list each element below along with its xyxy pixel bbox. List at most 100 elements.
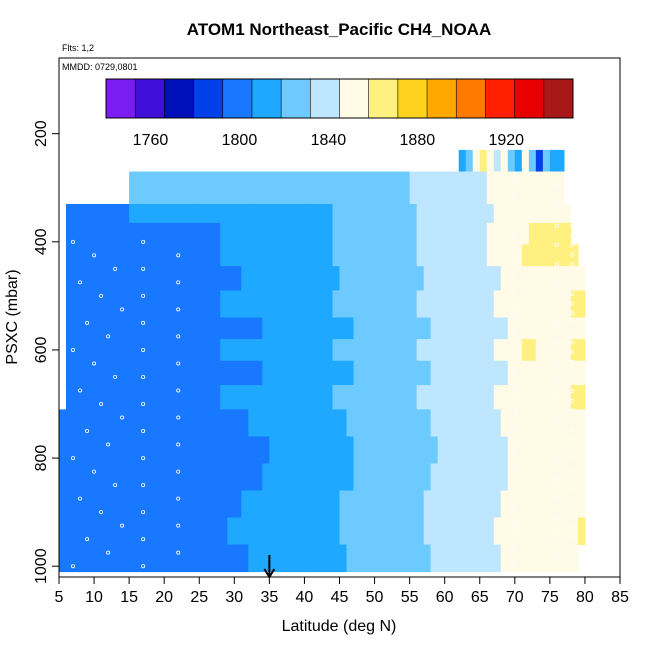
heat-cell <box>339 339 348 362</box>
heat-cell <box>290 360 299 386</box>
heat-cell <box>514 266 523 291</box>
heat-cell <box>150 463 158 491</box>
sample-point <box>570 496 575 501</box>
heat-cell <box>388 244 397 267</box>
heat-cell <box>164 290 172 318</box>
heat-cell <box>87 544 95 573</box>
heat-cell <box>360 360 369 386</box>
heat-cell <box>402 266 411 291</box>
heat-cell <box>87 463 95 491</box>
heat-cell <box>262 187 270 205</box>
heat-cell <box>535 149 544 173</box>
heat-cell <box>185 171 193 189</box>
heat-cell <box>227 517 235 546</box>
heat-cell <box>262 244 270 267</box>
heat-cell <box>395 203 404 224</box>
heat-cell <box>129 266 137 291</box>
heat-cell <box>87 409 95 437</box>
heat-cell <box>521 360 530 386</box>
heat-cell <box>115 490 123 519</box>
heat-cell <box>234 171 242 189</box>
arrow-head <box>263 568 276 579</box>
heat-cell <box>164 244 172 267</box>
heat-cell <box>374 317 383 340</box>
heat-cell <box>297 360 306 386</box>
heat-cell <box>262 490 270 519</box>
heat-cell <box>556 463 565 491</box>
heat-cell <box>248 409 256 437</box>
heat-cell <box>360 339 369 362</box>
heat-cell <box>115 266 123 291</box>
heat-cell <box>437 360 446 386</box>
heat-cell <box>521 409 530 437</box>
heat-cell <box>213 244 221 267</box>
heat-cell <box>514 290 523 318</box>
heat-cell <box>115 317 123 340</box>
heat-cell <box>108 290 116 318</box>
heat-cell <box>563 385 572 410</box>
heat-cell <box>458 463 467 491</box>
heat-cell <box>318 490 327 519</box>
heat-cell <box>528 490 537 519</box>
heat-cell <box>255 544 263 573</box>
heat-cell <box>409 171 418 189</box>
heat-cell <box>444 360 453 386</box>
heat-cell <box>73 544 81 573</box>
heat-cell <box>185 436 193 464</box>
heat-cell <box>360 290 369 318</box>
heat-cell <box>213 222 221 246</box>
heat-cell <box>430 244 439 267</box>
heat-cell <box>241 517 249 546</box>
sample-point <box>570 350 575 355</box>
heat-cell <box>514 339 523 362</box>
heat-cell <box>465 409 474 437</box>
heat-cell <box>241 339 249 362</box>
heat-cell <box>423 317 432 340</box>
heat-cell <box>164 385 172 410</box>
heat-cell <box>458 244 467 267</box>
heat-cell <box>339 490 348 519</box>
heat-cell <box>262 222 270 246</box>
heat-cell <box>514 171 523 189</box>
heat-cell <box>213 463 221 491</box>
heat-cell <box>381 517 390 546</box>
heat-cell <box>479 436 488 464</box>
heat-cell <box>563 436 572 464</box>
heat-cell <box>290 203 299 224</box>
heat-cell <box>409 385 418 410</box>
heat-cell <box>444 409 453 437</box>
heat-cell <box>283 360 292 386</box>
heat-cell <box>528 339 537 362</box>
heat-cell <box>157 436 165 464</box>
heat-cell <box>479 244 488 267</box>
heat-cell <box>248 339 256 362</box>
heat-cell <box>367 409 376 437</box>
heat-cell <box>570 436 579 464</box>
heat-cell <box>388 490 397 519</box>
heat-cell <box>563 544 572 573</box>
heat-cell <box>556 544 565 573</box>
heat-cell <box>423 266 432 291</box>
sample-point <box>512 369 517 374</box>
heat-cell <box>402 222 411 246</box>
heat-cell <box>241 222 249 246</box>
heat-cell <box>353 360 362 386</box>
heat-cell <box>220 490 228 519</box>
sample-point <box>554 437 559 442</box>
heat-cell <box>276 463 284 491</box>
heat-cell <box>199 339 207 362</box>
heat-cell <box>437 171 446 189</box>
heat-cell <box>549 266 558 291</box>
heat-cell <box>248 490 256 519</box>
heat-cell <box>157 222 165 246</box>
heat-cell <box>164 171 172 189</box>
heat-cell <box>388 385 397 410</box>
y-axis: 200 400 600 800 1000 <box>33 120 59 584</box>
heat-cell <box>220 544 228 573</box>
heat-cell <box>577 517 586 546</box>
heat-cell <box>164 517 172 546</box>
heat-cell <box>444 290 453 318</box>
heat-cell <box>535 517 544 546</box>
heat-cell <box>570 266 579 291</box>
heat-cell <box>563 222 572 246</box>
